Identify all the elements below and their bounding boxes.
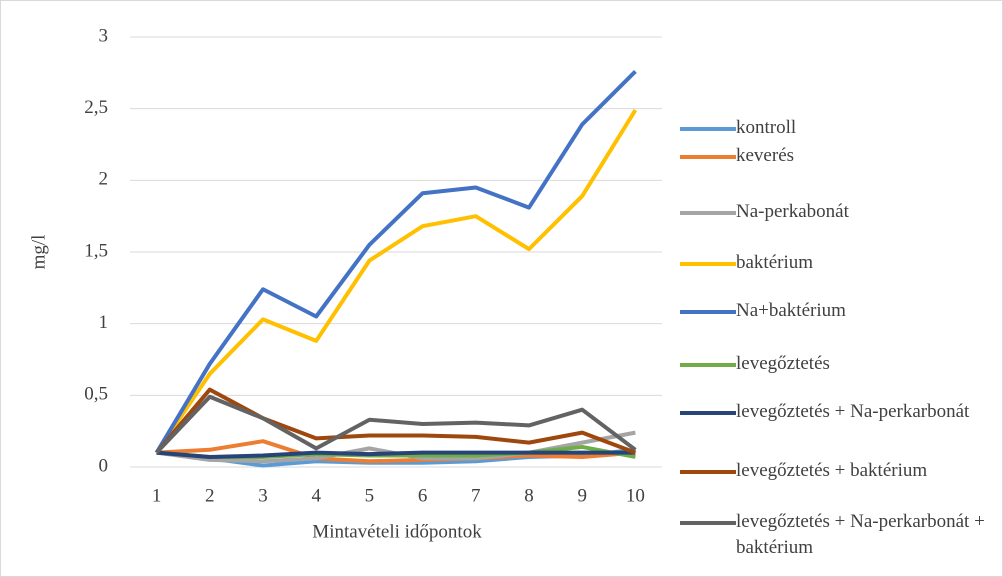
- legend-swatch: [680, 155, 736, 159]
- legend-swatch: [680, 127, 736, 131]
- x-tick-label: 10: [626, 485, 645, 506]
- y-tick-label: 1: [99, 312, 109, 333]
- legend-item: levegőztetés: [680, 351, 986, 377]
- x-tick-label: 2: [205, 485, 215, 506]
- y-axis-title: mg/l: [28, 235, 49, 270]
- series-line: [154, 69, 637, 454]
- y-tick-label: 1,5: [84, 240, 108, 261]
- y-tick-label: 0: [99, 455, 109, 476]
- legend-label: Na+baktérium: [736, 300, 846, 321]
- legend-label: Na-perkabonát: [736, 201, 849, 222]
- series-line: [154, 109, 638, 454]
- y-tick-label: 2: [99, 169, 109, 190]
- legend-swatch: [680, 262, 736, 266]
- legend-swatch: [680, 211, 736, 215]
- y-tick-label: 0,5: [84, 384, 108, 405]
- series-line: [155, 387, 637, 455]
- legend-label: levegőztetés + Na-perkarbonát: [736, 401, 970, 422]
- x-tick-label: 6: [418, 485, 428, 506]
- series-line: [156, 450, 636, 459]
- y-tick-label: 3: [99, 25, 109, 46]
- x-tick-label: 4: [311, 485, 321, 506]
- series-line: [156, 439, 636, 464]
- legend-item: Na+baktérium: [680, 298, 986, 324]
- x-tick-label: 8: [524, 485, 534, 506]
- legend-item: Na-perkabonát: [680, 199, 986, 225]
- x-tick-label: 1: [152, 485, 162, 506]
- legend-item: levegőztetés + Na-perkarbonát + baktériu…: [680, 509, 986, 561]
- legend-label: kontroll: [736, 117, 797, 138]
- legend-swatch: [680, 470, 736, 474]
- legend-label: keverés: [736, 145, 795, 166]
- x-tick-label: 5: [365, 485, 375, 506]
- legend-item: levegőztetés + Na-perkarbonát: [680, 399, 986, 425]
- x-axis-title: Mintavételi időpontok: [312, 521, 482, 542]
- legend-item: levegőztetés + baktérium: [680, 458, 986, 484]
- legend-label: levegőztetés + Na-perkarbonát + baktériu…: [736, 511, 985, 558]
- legend-swatch: [680, 411, 736, 415]
- x-tick-label: 7: [471, 485, 481, 506]
- x-tick-label: 3: [258, 485, 268, 506]
- legend-item: baktérium: [680, 250, 986, 276]
- x-tick-label: 9: [577, 485, 587, 506]
- legend-swatch: [680, 521, 736, 525]
- legend-item: keverés: [680, 143, 986, 169]
- legend-swatch: [680, 310, 736, 314]
- legend-swatch: [680, 363, 736, 367]
- legend-item: kontroll: [680, 115, 986, 141]
- y-tick-label: 2,5: [84, 97, 108, 118]
- legend-label: levegőztetés + baktérium: [736, 460, 928, 481]
- legend-label: baktérium: [736, 252, 814, 273]
- legend-label: levegőztetés: [736, 353, 830, 374]
- series-line: [155, 394, 637, 455]
